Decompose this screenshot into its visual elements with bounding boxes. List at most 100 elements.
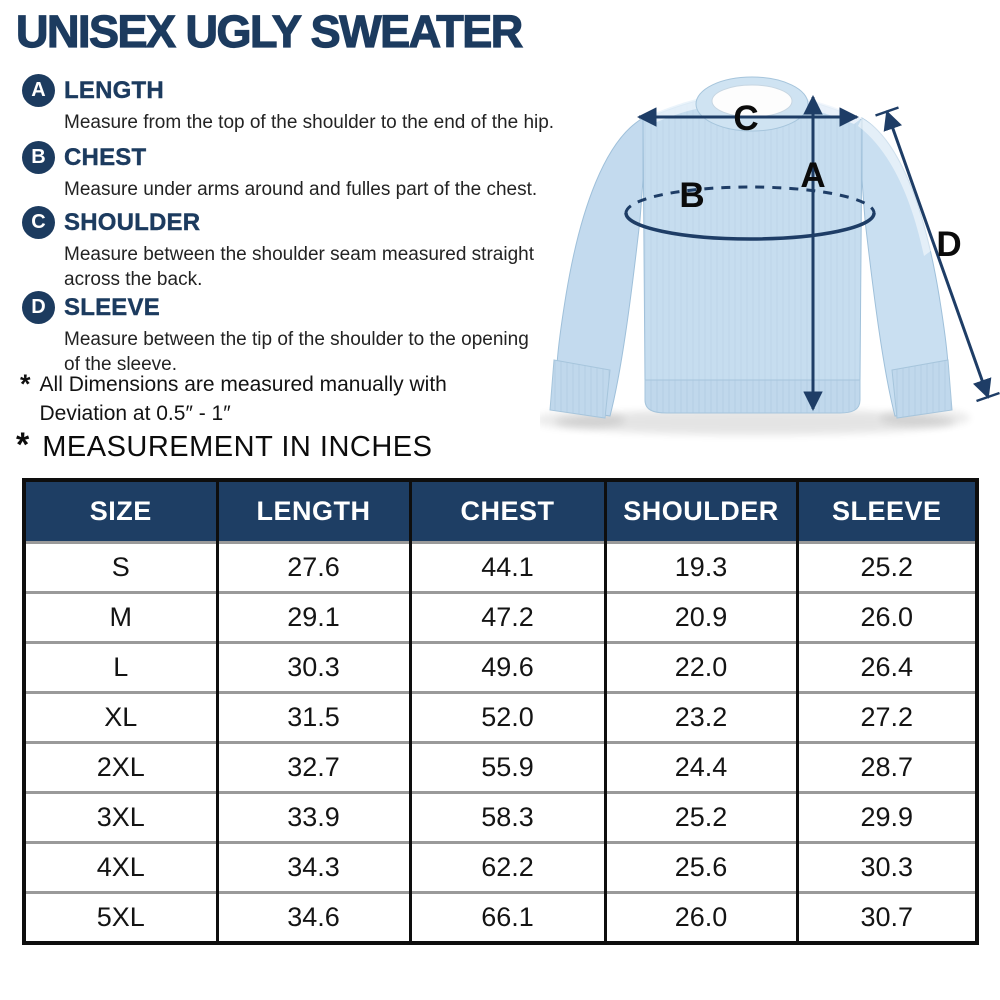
cell-shoulder: 26.0 (603, 892, 797, 943)
cell-size: L (24, 642, 217, 693)
table-row: S 27.6 44.1 19.3 25.2 (24, 542, 977, 593)
column-header-sleeve: SLEEVE (795, 480, 977, 542)
measurement-title-sleeve: SLEEVE (64, 293, 160, 321)
cell-size: 2XL (24, 742, 217, 793)
cell-size: XL (24, 692, 217, 743)
cell-sleeve: 27.2 (795, 692, 977, 743)
column-header-chest: CHEST (408, 480, 605, 542)
cell-length: 27.6 (215, 542, 410, 593)
arrow-d-top-tick (875, 106, 899, 117)
diagram-label-c: C (733, 99, 758, 138)
cell-shoulder: 25.2 (603, 792, 797, 843)
deviation-note-asterisk: * (20, 369, 31, 399)
column-header-shoulder: SHOULDER (603, 480, 797, 542)
deviation-note: * All Dimensions are measured manually w… (20, 370, 540, 428)
cell-sleeve: 30.3 (795, 842, 977, 893)
badge-a-letter: A (31, 79, 46, 101)
cell-chest: 58.3 (408, 792, 605, 843)
column-header-length: LENGTH (215, 480, 410, 542)
diagram-label-d: D (936, 225, 961, 264)
badge-d: D (22, 291, 55, 324)
measurement-section-length: A LENGTH Measure from the top of the sho… (22, 74, 567, 135)
badge-b-letter: B (31, 146, 46, 168)
diagram-label-a: A (800, 156, 825, 195)
diagram-labels: C A B D (679, 99, 961, 264)
cell-shoulder: 25.6 (603, 842, 797, 893)
chest-ellipse-dashed-top (624, 185, 876, 214)
table-row: M 29.1 47.2 20.9 26.0 (24, 592, 977, 643)
cell-sleeve: 29.9 (795, 792, 977, 843)
sweater-hem-rib-texture (645, 380, 860, 413)
measurement-desc-shoulder: Measure between the shoulder seam measur… (64, 244, 534, 290)
table-row: 2XL 32.7 55.9 24.4 28.7 (24, 742, 977, 793)
sweater-shadow (555, 409, 955, 435)
cell-chest: 52.0 (408, 692, 605, 743)
measurement-desc-sleeve: Measure between the tip of the shoulder … (64, 329, 529, 375)
cell-shoulder: 23.2 (603, 692, 797, 743)
cell-chest: 66.1 (408, 892, 605, 943)
table-row: 4XL 34.3 62.2 25.6 30.3 (24, 842, 977, 893)
measurement-title-shoulder: SHOULDER (64, 208, 201, 236)
measurement-head-length: A LENGTH (22, 74, 567, 107)
cell-chest: 44.1 (408, 542, 605, 593)
size-chart-table: SIZE LENGTH CHEST SHOULDER SLEEVE S 27.6… (22, 478, 979, 945)
cell-size: 3XL (24, 792, 217, 843)
cell-length: 33.9 (215, 792, 410, 843)
sweater-diagram-svg: C A B D (535, 76, 1000, 435)
cell-length: 29.1 (215, 592, 410, 643)
measurement-head-sleeve: D SLEEVE (22, 291, 567, 324)
cell-length: 30.3 (215, 642, 410, 693)
badge-c-letter: C (31, 211, 46, 233)
cell-length: 31.5 (215, 692, 410, 743)
sweater-left-cuff-rib (550, 360, 610, 418)
badge-d-letter: D (31, 296, 46, 318)
measurement-desc-chest: Measure under arms around and fulles par… (64, 179, 538, 200)
cell-sleeve: 26.4 (795, 642, 977, 693)
badge-c: C (22, 206, 55, 239)
dimension-arrows (624, 95, 1000, 411)
cell-size: M (24, 592, 217, 643)
cell-size: 5XL (24, 892, 217, 943)
measurement-section-sleeve: D SLEEVE Measure between the tip of the … (22, 291, 567, 377)
cell-chest: 49.6 (408, 642, 605, 693)
measurement-head-shoulder: C SHOULDER (22, 206, 567, 239)
measurement-section-shoulder: C SHOULDER Measure between the shoulder … (22, 206, 567, 292)
cell-shoulder: 19.3 (603, 542, 797, 593)
measurement-title-length: LENGTH (64, 76, 164, 104)
units-note-asterisk: * (16, 426, 30, 464)
column-header-size: SIZE (24, 480, 217, 542)
cell-length: 32.7 (215, 742, 410, 793)
table-row: 5XL 34.6 66.1 26.0 30.7 (24, 892, 977, 943)
units-note: * MEASUREMENT IN INCHES (16, 428, 432, 466)
cell-length: 34.3 (215, 842, 410, 893)
cell-chest: 47.2 (408, 592, 605, 643)
arrow-d-bottom-tick (976, 391, 1000, 403)
sweater-diagram: C A B D (535, 60, 1000, 460)
cell-size: 4XL (24, 842, 217, 893)
cell-chest: 55.9 (408, 742, 605, 793)
measurement-head-chest: B CHEST (22, 141, 567, 174)
badge-b: B (22, 141, 55, 174)
cell-shoulder: 22.0 (603, 642, 797, 693)
diagram-label-b: B (679, 176, 704, 215)
deviation-note-text: All Dimensions are measured manually wit… (39, 373, 447, 425)
cell-shoulder: 24.4 (603, 742, 797, 793)
table-row: XL 31.5 52.0 23.2 27.2 (24, 692, 977, 743)
cell-chest: 62.2 (408, 842, 605, 893)
cell-sleeve: 25.2 (795, 542, 977, 593)
units-note-text: MEASUREMENT IN INCHES (42, 431, 433, 463)
badge-a: A (22, 74, 55, 107)
measurement-desc-length: Measure from the top of the shoulder to … (64, 112, 555, 133)
page-title: UNISEX UGLY SWEATER (15, 5, 523, 57)
table-row: L 30.3 49.6 22.0 26.4 (24, 642, 977, 693)
measurement-section-chest: B CHEST Measure under arms around and fu… (22, 141, 567, 202)
measurement-title-chest: CHEST (64, 143, 147, 171)
cell-shoulder: 20.9 (603, 592, 797, 643)
sweater-right-cuff-rib (892, 360, 952, 418)
chest-ellipse-solid-bottom (624, 212, 876, 241)
cell-sleeve: 28.7 (795, 742, 977, 793)
cell-sleeve: 30.7 (795, 892, 977, 943)
cell-sleeve: 26.0 (795, 592, 977, 643)
arrow-d (883, 110, 992, 399)
